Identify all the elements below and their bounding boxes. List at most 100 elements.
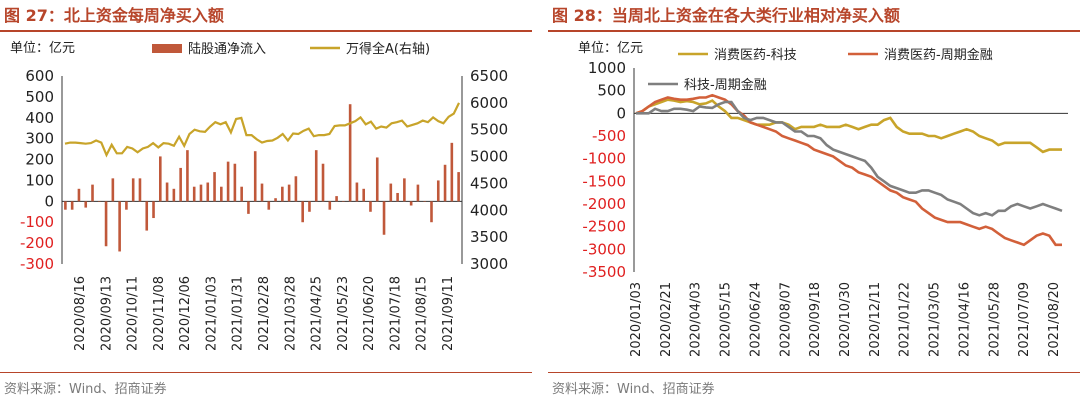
left-xtick-label: 2021/05/23 bbox=[336, 276, 351, 351]
right-chart-title: 图 28：当周北上资金在各大类行业相对净买入额 bbox=[552, 6, 900, 25]
left-bar bbox=[436, 180, 440, 202]
right-xtick-label: 2020/02/21 bbox=[659, 282, 674, 357]
left-bar bbox=[423, 201, 427, 202]
left-bar bbox=[172, 188, 176, 202]
left-bar bbox=[369, 201, 372, 212]
right-xtick-label: 2021/08/20 bbox=[1047, 282, 1062, 357]
right-unit-label: 单位：亿元 bbox=[578, 41, 643, 56]
right-xtick-label: 2021/05/28 bbox=[987, 282, 1002, 357]
left-chart-panel: 图 27：北上资金每周净买入额 单位：亿元 陆股通净流入 万得全A(右轴) -300 -… bbox=[0, 0, 532, 400]
left-bar bbox=[70, 201, 74, 210]
left-bar bbox=[131, 178, 135, 202]
right-ytick: -1000 bbox=[582, 150, 626, 168]
left-bar bbox=[457, 172, 460, 202]
left-bar bbox=[267, 201, 271, 210]
left-bar bbox=[308, 201, 311, 212]
right-ytick: -3000 bbox=[582, 240, 626, 258]
right-title-rule bbox=[548, 30, 1080, 32]
left-bar bbox=[396, 192, 399, 202]
right-ytick: -2500 bbox=[582, 218, 626, 236]
left-bar bbox=[226, 161, 230, 202]
left-bar bbox=[165, 182, 169, 202]
right-series-line-2 bbox=[635, 93, 1062, 247]
left-chart-source: 资料来源：Wind、招商证券 bbox=[4, 382, 167, 397]
left-bar bbox=[247, 201, 250, 214]
right-ytick: -500 bbox=[592, 127, 626, 145]
left-series-line bbox=[64, 102, 460, 158]
left-bar bbox=[362, 188, 365, 202]
left-bar bbox=[328, 201, 332, 210]
right-xtick-label: 2020/04/03 bbox=[689, 282, 704, 357]
left-bar bbox=[301, 201, 304, 223]
right-legend-label-1: 消费医药-科技 bbox=[714, 48, 797, 63]
right-xtick-label: 2021/04/16 bbox=[957, 282, 972, 357]
left-xtick-label: 2020/10/11 bbox=[126, 276, 141, 351]
left-source-rule bbox=[0, 372, 532, 373]
left-bar bbox=[192, 186, 196, 202]
left-ytick-left: -200 bbox=[20, 234, 54, 252]
left-bar bbox=[213, 172, 216, 202]
left-bar bbox=[97, 201, 101, 202]
right-xtick-label: 2021/07/09 bbox=[1017, 282, 1032, 357]
right-ytick: -2000 bbox=[582, 195, 626, 213]
left-bar bbox=[294, 176, 298, 202]
right-chart-panel: 图 28：当周北上资金在各大类行业相对净买入额 单位：亿元 -3500 -3000 -… bbox=[548, 0, 1080, 400]
left-bar bbox=[159, 156, 162, 202]
left-bar bbox=[389, 183, 393, 202]
left-legend-bar-swatch bbox=[152, 44, 182, 53]
left-bar bbox=[179, 167, 182, 202]
left-bar bbox=[145, 201, 149, 231]
left-ytick-left: 0 bbox=[44, 192, 54, 210]
left-xtick-label: 2021/01/31 bbox=[231, 276, 246, 351]
right-xtick-label: 2020/12/11 bbox=[868, 282, 883, 357]
left-bar bbox=[314, 150, 318, 202]
left-ytick-right: 6500 bbox=[470, 67, 508, 85]
left-bar bbox=[348, 104, 352, 202]
left-ytick-right: 5500 bbox=[470, 121, 508, 139]
left-ytick-right: 6000 bbox=[470, 94, 508, 112]
left-bar bbox=[206, 182, 210, 202]
left-xtick-label: 2020/12/06 bbox=[178, 276, 193, 351]
left-xtick-label: 2021/04/25 bbox=[310, 276, 325, 351]
left-xtick-label: 2021/06/20 bbox=[362, 276, 377, 351]
right-ytick: 1000 bbox=[588, 59, 626, 77]
right-legend-label-3: 科技-周期金融 bbox=[684, 77, 767, 93]
right-chart-source: 资料来源：Wind、招商证券 bbox=[552, 382, 715, 397]
left-bar bbox=[111, 178, 115, 202]
left-bar bbox=[240, 186, 243, 202]
left-title-rule bbox=[0, 30, 532, 32]
left-ytick-left: 200 bbox=[25, 151, 54, 169]
left-xtick-label: 2020/11/08 bbox=[152, 276, 167, 351]
right-source-rule bbox=[548, 372, 1080, 373]
left-xtick-label: 2020/09/13 bbox=[99, 276, 114, 351]
left-xtick-label: 2021/09/11 bbox=[441, 276, 456, 351]
left-bar bbox=[355, 182, 359, 202]
left-bar bbox=[335, 196, 338, 202]
right-xtick-label: 2020/09/18 bbox=[808, 282, 823, 357]
right-xtick-label: 2020/06/24 bbox=[748, 282, 763, 357]
left-xtick-label: 2021/03/28 bbox=[283, 276, 298, 351]
left-bar bbox=[450, 142, 454, 202]
left-ytick-left: 600 bbox=[25, 67, 54, 85]
left-bar bbox=[77, 188, 81, 202]
right-xtick-label: 2021/01/22 bbox=[898, 282, 913, 357]
left-bar bbox=[125, 201, 128, 210]
left-xtick-label: 2021/07/18 bbox=[388, 276, 403, 351]
right-xtick-label: 2020/08/07 bbox=[778, 282, 793, 357]
left-legend-bar-label: 陆股通净流入 bbox=[188, 41, 266, 57]
left-xtick-label: 2021/02/28 bbox=[257, 276, 272, 351]
left-bar bbox=[118, 201, 121, 252]
left-ytick-left: -300 bbox=[20, 255, 54, 273]
left-bar bbox=[274, 198, 277, 202]
left-bar bbox=[253, 151, 257, 202]
left-ytick-left: 300 bbox=[25, 130, 54, 148]
left-bar bbox=[220, 186, 223, 202]
left-bar bbox=[321, 163, 325, 202]
left-xtick-label: 2021/08/15 bbox=[415, 276, 430, 351]
left-xtick-label: 2021/01/03 bbox=[204, 276, 219, 351]
left-ytick-left: 100 bbox=[25, 171, 54, 189]
right-ytick: 0 bbox=[616, 104, 626, 122]
right-xtick-label: 2020/01/03 bbox=[629, 282, 644, 357]
right-ytick: -3500 bbox=[582, 263, 626, 281]
left-bar bbox=[104, 201, 108, 247]
